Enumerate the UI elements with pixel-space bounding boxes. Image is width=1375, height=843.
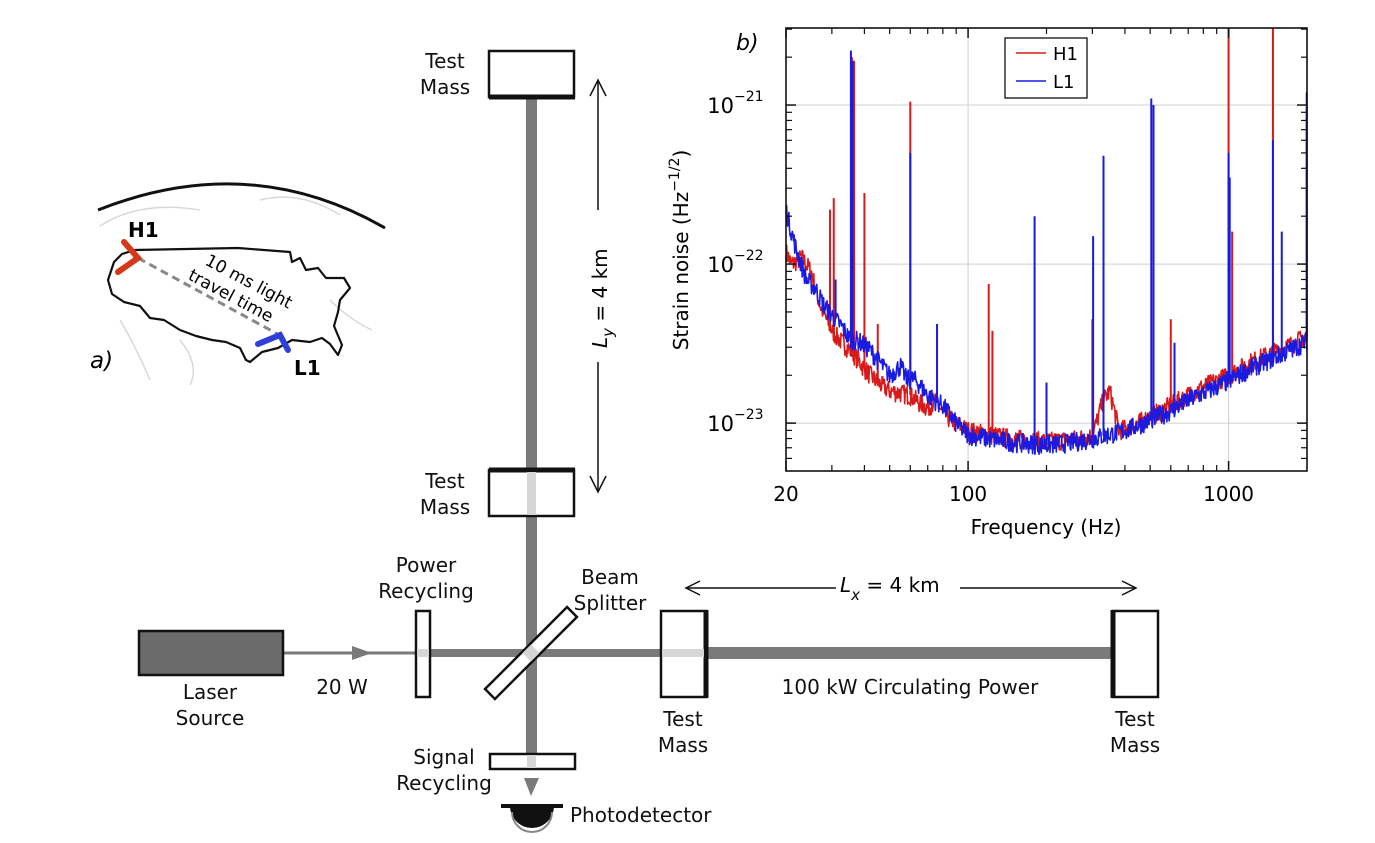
test-mass-x-end-label: Test Mass — [1109, 707, 1161, 757]
y-tick-exponent: −22 — [734, 248, 764, 264]
l1-label: L1 — [294, 356, 321, 380]
l1-detector-icon — [255, 331, 291, 353]
x-tick-label: 1000 — [1203, 482, 1254, 506]
series-line-l1 — [785, 204, 1308, 456]
legend-label-h1: H1 — [1053, 44, 1078, 65]
lx-label: Lx = 4 km — [840, 573, 940, 604]
laser-power-label: 20 W — [316, 675, 368, 699]
x-tick-label: 100 — [949, 482, 987, 506]
laser-beam-arrowhead — [352, 646, 372, 660]
y-tick-label: 10 — [707, 253, 734, 277]
laser-source-box — [137, 629, 285, 677]
ly-label: Ly = 4 km — [588, 248, 617, 348]
test-mass-y-end-label: Test Mass — [419, 49, 471, 99]
lx-dimension-arrow — [684, 580, 1138, 596]
y-tick-label: 10 — [707, 412, 734, 436]
h1-detector-icon — [115, 239, 143, 275]
photodetector-icon — [501, 804, 563, 833]
y-axis-label: Strain noise (Hz−1/2) — [667, 150, 693, 351]
panel-a-tag: a) — [90, 348, 113, 374]
test-mass-y-input-label: Test Mass — [419, 469, 471, 519]
ly-dimension-arrow — [589, 78, 607, 494]
legend-label-l1: L1 — [1053, 72, 1074, 93]
y-arm-beam — [526, 98, 537, 770]
power-recycling-label: Power Recycling — [378, 553, 474, 603]
laser-source-label: Laser Source — [175, 680, 245, 730]
x-axis-label: Frequency (Hz) — [971, 515, 1122, 539]
test-mass-x-end — [1111, 609, 1160, 699]
y-tick-label: 10 — [707, 94, 734, 118]
panel-b-tag: b) — [736, 31, 759, 56]
h1-label: H1 — [128, 218, 159, 242]
test-mass-x-input-label: Test Mass — [657, 707, 709, 757]
beam-splitter — [483, 605, 579, 701]
y-tick-exponent: −23 — [734, 407, 764, 423]
globe-outline — [97, 182, 386, 386]
output-beam-arrowhead — [524, 778, 539, 796]
y-tick-exponent: −21 — [734, 89, 764, 105]
signal-recycling-label: Signal Recycling — [396, 745, 492, 795]
plot-frame — [785, 27, 1308, 472]
x-arm-beam — [706, 647, 1114, 659]
us-outline — [106, 246, 352, 364]
chart-axes — [785, 28, 1307, 471]
test-mass-y-end — [487, 49, 576, 99]
photodetector-label: Photodetector — [570, 803, 712, 827]
chart-legend: H1 L1 — [1004, 37, 1088, 99]
travel-path-line — [137, 256, 284, 339]
circulating-power-label: 100 kW Circulating Power — [781, 675, 1039, 699]
x-arm-beam-inner — [430, 649, 660, 657]
x-tick-label: 20 — [773, 482, 798, 506]
beam-splitter-label: Beam Splitter — [573, 565, 647, 615]
